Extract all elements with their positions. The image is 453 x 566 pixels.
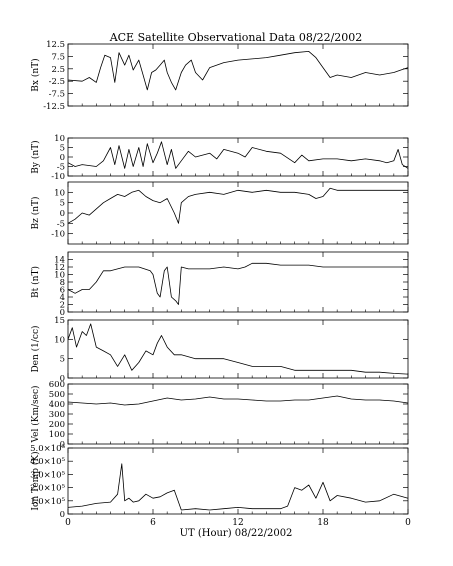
y-tick-label: 600 xyxy=(49,380,65,390)
y-tick-label: 200 xyxy=(49,420,65,430)
panel-4: 0 5 10 15 Den (1/cc) xyxy=(30,316,409,384)
y-axis-label: Bt (nT) xyxy=(30,266,41,298)
series-line xyxy=(67,323,409,375)
panel-frame xyxy=(67,319,409,379)
series-line xyxy=(67,141,409,169)
y-tick-label: 10 xyxy=(54,188,65,198)
y-tick-label: 0 xyxy=(60,308,65,318)
y-tick-label: 12.5 xyxy=(46,40,65,50)
y-tick-label: 15 xyxy=(54,316,65,326)
y-tick-label: 7.5 xyxy=(51,52,65,62)
panel-6: 0 1.0×10⁵ 2.0×10⁵ 3.0×10⁵ 4.0×10⁵ 5.0×10⁵Ion … xyxy=(30,444,409,520)
panel-frame xyxy=(67,251,409,313)
chart-title: ACE Satellite Observational Data 08/22/2… xyxy=(109,31,363,44)
y-tick-label: 10 xyxy=(54,134,65,144)
y-tick-label: 3.0×10⁵ xyxy=(30,470,65,480)
y-tick-label: 2 xyxy=(60,301,65,311)
y-tick-label: 400 xyxy=(49,400,65,410)
y-tick-label: 10 xyxy=(54,335,65,345)
y-tick-label: 0 xyxy=(60,374,65,384)
y-tick-label: -12.5 xyxy=(43,102,65,112)
panel-frame xyxy=(67,383,409,445)
series-line xyxy=(67,395,409,406)
series-line xyxy=(67,262,408,305)
series-line xyxy=(67,187,408,224)
y-tick-label: 5 xyxy=(60,144,65,154)
y-tick-label: 12 xyxy=(54,263,65,273)
y-tick-label: -10 xyxy=(51,172,65,182)
y-tick-label: 5 xyxy=(60,355,65,365)
y-tick-label: 0 xyxy=(60,440,65,450)
x-tick-label: 12 xyxy=(232,518,243,528)
y-tick-label: 500 xyxy=(49,390,65,400)
y-tick-label: 100 xyxy=(49,430,65,440)
y-tick-label: 300 xyxy=(49,410,65,420)
panels: -12.5-7.5-2.52.57.512.5Bx (nT)-10-50510B… xyxy=(30,40,411,528)
y-tick-label: 5 xyxy=(60,199,65,209)
x-tick-label: 18 xyxy=(317,518,329,528)
y-tick-label: 4.0×10⁵ xyxy=(30,457,65,467)
y-tick-label: 14 xyxy=(54,256,65,266)
y-tick-label: 1.0×10⁵ xyxy=(30,497,65,507)
y-tick-label: 8 xyxy=(60,278,65,288)
y-tick-label: 2.5 xyxy=(51,65,65,75)
y-tick-label: -2.5 xyxy=(49,77,65,87)
y-tick-label: 2.0×10⁵ xyxy=(30,484,65,494)
y-axis-label: Bx (nT) xyxy=(30,58,41,91)
y-tick-label: 4 xyxy=(60,293,65,303)
panel-0: -12.5 -7.5 -2.5 2.5 7.5 12.5 Bx (nT) xyxy=(30,40,409,112)
x-axis-label: UT (Hour) 08/22/2002 xyxy=(180,528,293,539)
panel-frame xyxy=(67,137,409,177)
y-tick-label: -5 xyxy=(57,163,65,173)
y-axis-label: Bz (nT) xyxy=(30,196,41,229)
y-axis-label: Den (1/cc) xyxy=(30,325,41,372)
x-tick-label: 0 xyxy=(405,518,411,528)
y-axis-label: Ion Temp (K) xyxy=(30,451,41,510)
y-tick-label: 0 xyxy=(60,510,65,520)
y-tick-label: 10 xyxy=(54,271,65,281)
series-line xyxy=(67,51,409,91)
panel-frame xyxy=(67,447,409,515)
x-tick-label: 0 xyxy=(65,518,71,528)
y-tick-label: -5 xyxy=(57,219,65,229)
y-tick-label: 6 xyxy=(60,286,65,296)
y-tick-label: -7.5 xyxy=(49,90,65,100)
y-tick-label: -10 xyxy=(51,230,65,240)
y-tick-label: 5.0×10⁵ xyxy=(30,444,65,454)
y-axis-label: Vel (Km/sec) xyxy=(30,385,41,443)
y-tick-label: 0 xyxy=(60,153,65,163)
y-tick-label: 0 xyxy=(60,209,65,219)
y-axis-label: By (nT) xyxy=(30,140,41,173)
panel-frame xyxy=(67,181,409,245)
series-line xyxy=(67,463,409,511)
x-tick-label: 6 xyxy=(150,518,156,528)
